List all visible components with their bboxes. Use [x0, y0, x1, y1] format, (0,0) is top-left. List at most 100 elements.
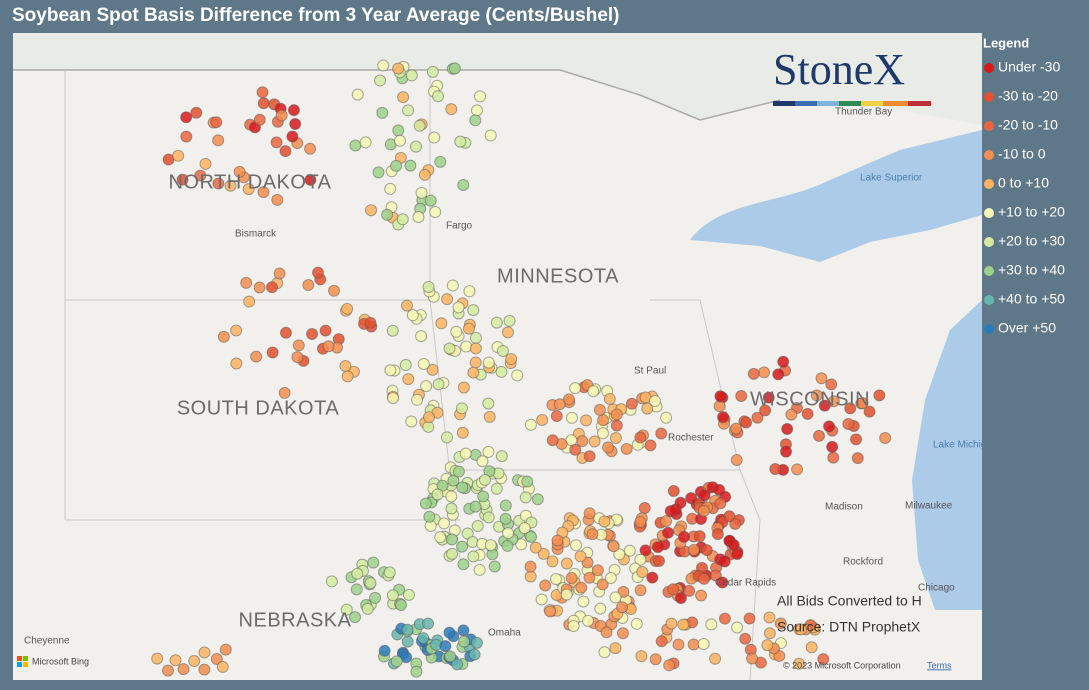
price-dot	[772, 368, 785, 381]
price-dot	[693, 530, 706, 543]
price-dot	[483, 410, 496, 423]
price-dot	[456, 540, 469, 553]
place-label: Rockford	[843, 557, 883, 568]
price-dot	[397, 91, 410, 104]
price-dot	[638, 501, 651, 514]
price-dot	[341, 370, 354, 383]
price-dot	[440, 431, 453, 444]
price-dot	[401, 635, 414, 648]
price-dot	[279, 145, 292, 158]
price-dot	[551, 534, 564, 547]
price-dot	[604, 571, 617, 584]
price-dot	[230, 357, 243, 370]
price-dot	[785, 408, 798, 421]
price-dot	[577, 595, 590, 608]
state-label: WISCONSIN	[750, 388, 870, 410]
price-dot	[253, 113, 266, 126]
legend-swatch	[984, 324, 994, 334]
lake-superior	[690, 130, 982, 262]
price-dot	[198, 663, 211, 676]
price-dot	[570, 539, 583, 552]
price-dot	[447, 474, 460, 487]
price-dot	[456, 481, 469, 494]
price-dot	[431, 488, 444, 501]
price-dot	[537, 547, 550, 560]
price-dot	[350, 583, 363, 596]
price-dot	[794, 623, 807, 636]
place-label: Cheyenne	[24, 636, 70, 647]
price-dot	[603, 393, 616, 406]
legend-swatch	[984, 150, 994, 160]
legend-label: -30 to -20	[998, 88, 1058, 104]
price-dot	[815, 372, 828, 385]
price-dot	[438, 517, 451, 530]
price-dot	[451, 658, 464, 671]
price-dot	[850, 433, 863, 446]
price-dot	[400, 299, 413, 312]
canada	[13, 33, 982, 125]
price-dot	[488, 560, 501, 573]
terms-link[interactable]: Terms	[927, 660, 952, 670]
legend-swatch	[984, 63, 994, 73]
legend-label: +10 to +20	[998, 204, 1065, 220]
lake-michigan	[912, 300, 982, 610]
price-dot	[667, 583, 680, 596]
price-dot	[392, 124, 405, 137]
price-dot	[550, 410, 563, 423]
price-dot	[460, 340, 473, 353]
price-dot	[716, 576, 729, 589]
price-dot	[562, 393, 575, 406]
price-dot	[270, 136, 283, 149]
price-dot	[180, 130, 193, 143]
price-dot	[339, 360, 352, 373]
price-dot	[499, 499, 512, 512]
price-dot	[359, 136, 372, 149]
price-dot	[386, 589, 399, 602]
price-dot	[827, 451, 840, 464]
price-dot	[546, 555, 559, 568]
legend: Under -30 -30 to -20 -20 to -10 -10 to 0 0 t…	[984, 59, 1065, 336]
price-dot	[565, 571, 578, 584]
price-dot	[279, 326, 292, 339]
price-dot	[574, 550, 587, 563]
price-dot	[177, 663, 190, 676]
title: Soybean Spot Basis Difference from 3 Yea…	[12, 5, 620, 26]
price-dot	[188, 654, 201, 667]
price-dot	[419, 497, 432, 510]
price-dot	[169, 654, 182, 667]
price-dot	[672, 638, 685, 651]
state-label: MINNESOTA	[497, 265, 619, 287]
price-dot	[496, 345, 509, 358]
price-dot	[253, 281, 266, 294]
place-label: Thunder Bay	[835, 107, 892, 118]
price-dot	[445, 103, 458, 116]
price-dot	[434, 155, 447, 168]
price-dot	[444, 650, 457, 663]
price-dot	[469, 114, 482, 127]
price-dot	[791, 463, 804, 476]
price-dot	[801, 407, 814, 420]
price-dot	[583, 507, 596, 520]
price-dot	[384, 182, 397, 195]
price-dot	[292, 339, 305, 352]
price-dot	[469, 500, 482, 513]
note: All Bids Converted to H	[777, 593, 922, 609]
price-dot	[469, 331, 482, 344]
legend-label: +30 to +40	[998, 262, 1065, 278]
price-dot	[467, 550, 480, 563]
price-dot	[610, 419, 623, 432]
price-dot	[406, 309, 419, 322]
price-dot	[224, 179, 237, 192]
price-dot	[743, 612, 756, 625]
price-dot	[457, 624, 470, 637]
price-dot	[210, 653, 223, 666]
logo: StoneX	[773, 45, 905, 94]
price-dot	[458, 635, 471, 648]
price-dot	[539, 579, 552, 592]
price-dot	[446, 279, 459, 292]
price-dot	[602, 441, 615, 454]
price-dot	[503, 314, 516, 327]
price-dot	[364, 316, 377, 329]
price-dot	[569, 443, 582, 456]
price-dot	[443, 626, 456, 639]
